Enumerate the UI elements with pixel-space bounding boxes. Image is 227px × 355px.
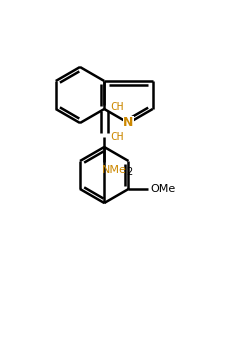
Text: NMe: NMe	[102, 165, 127, 175]
Text: CH: CH	[110, 132, 124, 142]
Text: 2: 2	[126, 167, 133, 177]
Text: CH: CH	[110, 102, 124, 112]
Text: OMe: OMe	[151, 184, 176, 194]
Text: N: N	[123, 116, 134, 130]
